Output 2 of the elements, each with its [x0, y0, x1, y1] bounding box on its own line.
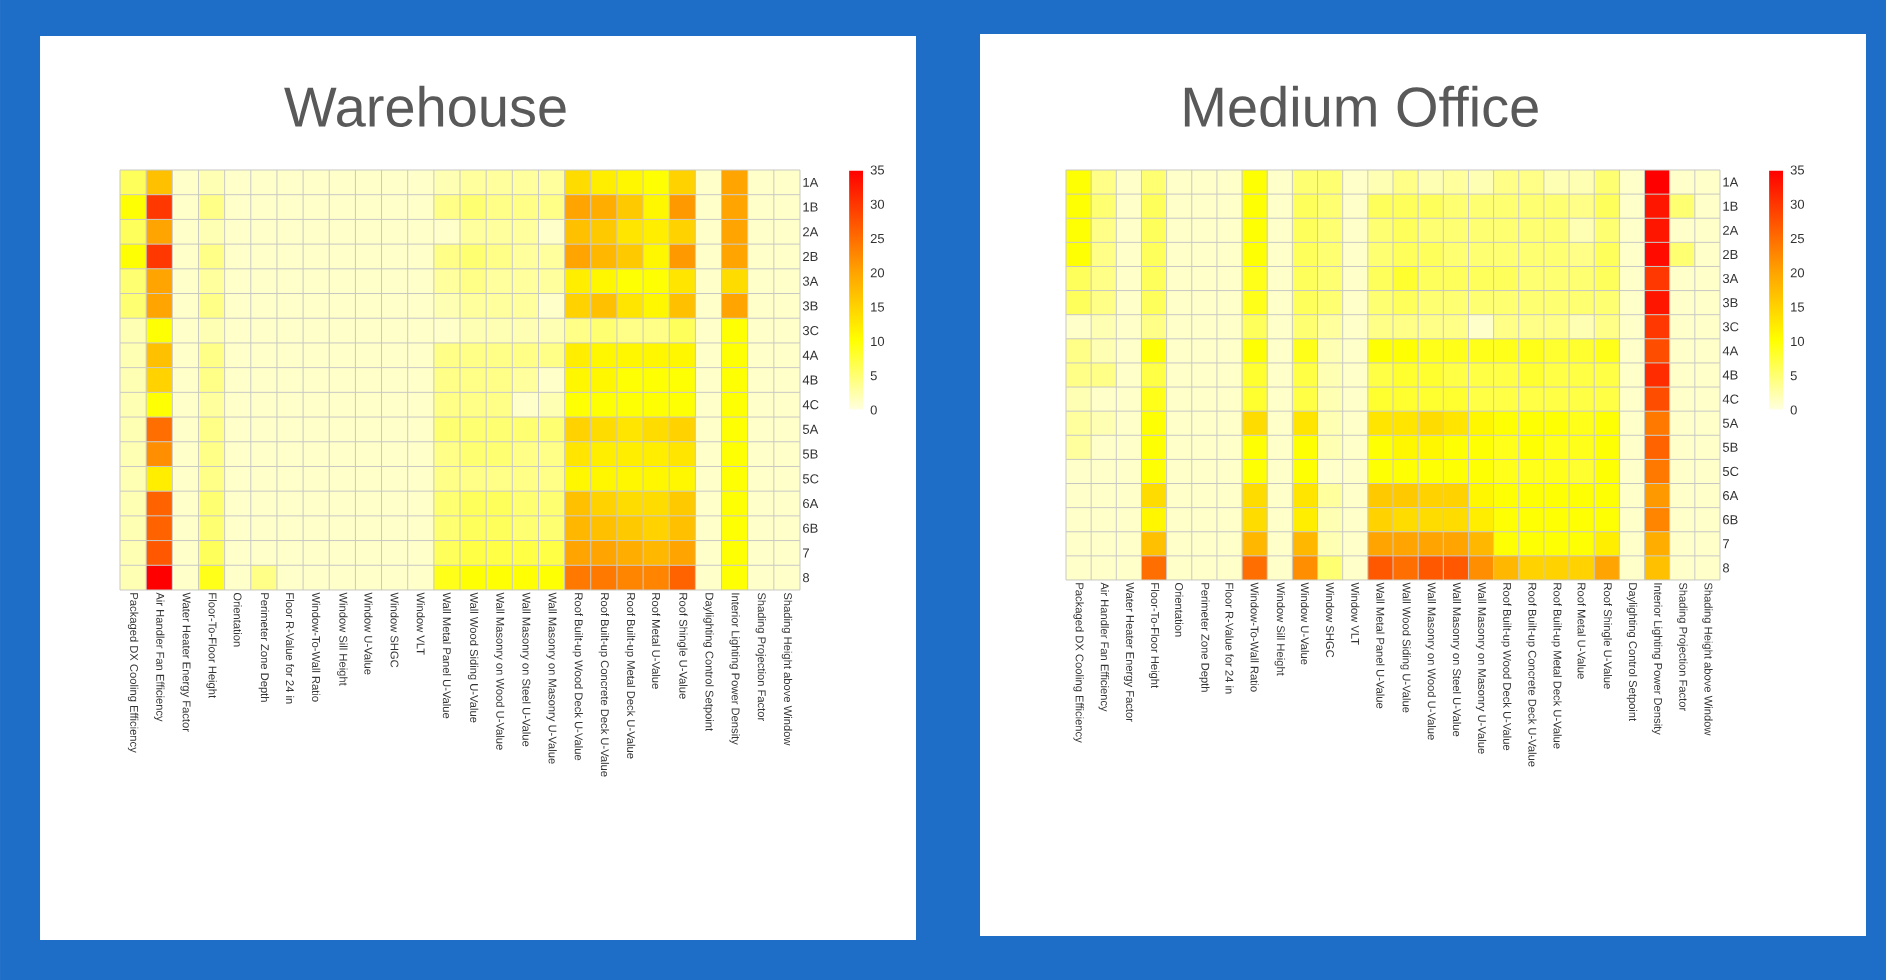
chart-title: Medium Office — [1184, 85, 1538, 127]
chart-title: Warehouse — [284, 85, 566, 127]
